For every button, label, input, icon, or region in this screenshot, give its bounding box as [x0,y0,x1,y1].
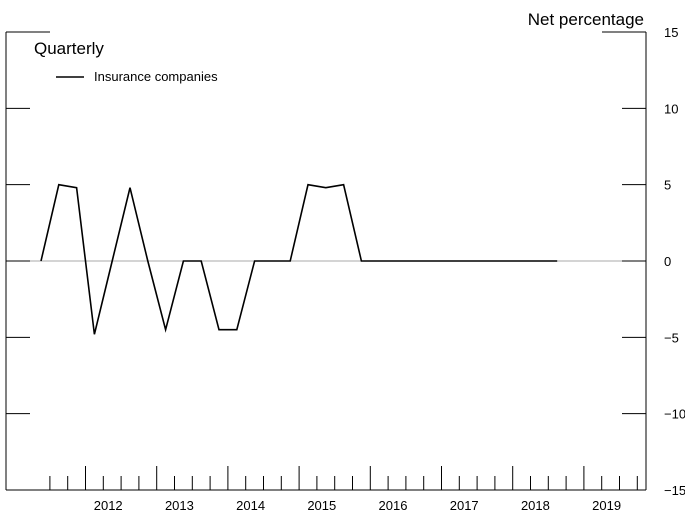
y-tick-label: 5 [664,178,671,193]
series-line-insurance-companies [40,183,558,335]
x-tick-label: 2013 [165,498,194,513]
x-tick-label: 2019 [592,498,621,513]
x-tick-label: 2017 [450,498,479,513]
y-tick-label: 10 [664,101,678,116]
y-tick-label: 15 [664,25,678,40]
y-tick-label: −10 [664,407,685,422]
y-axis-label: Net percentage [528,10,644,29]
x-tick-label: 2018 [521,498,550,513]
y-tick-label: 0 [664,254,671,269]
y-axis-ticks: 15 10 5 0 −5 −10 −15 [6,25,685,498]
y-tick-label: −5 [664,330,679,345]
x-tick-label: 2015 [307,498,336,513]
x-tick-label: 2016 [379,498,408,513]
chart-title: Quarterly [34,39,104,58]
x-tick-label: 2012 [94,498,123,513]
legend: Insurance companies [56,69,218,84]
legend-label: Insurance companies [94,69,218,84]
x-axis-ticks: 2012 2013 2014 2015 2016 2017 2018 2019 [49,466,638,513]
x-tick-label: 2014 [236,498,265,513]
series-layer [40,183,558,335]
y-tick-label: −15 [664,483,685,498]
